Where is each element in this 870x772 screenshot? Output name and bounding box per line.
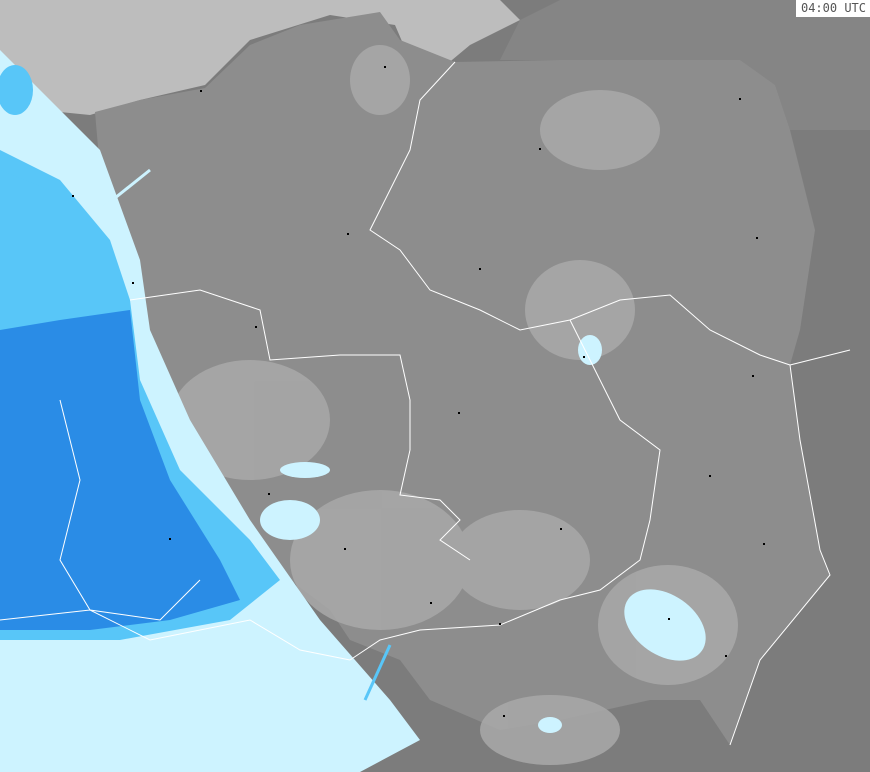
borders — [0, 61, 851, 746]
radar-artifact — [363, 644, 392, 701]
radar-artifact — [99, 168, 151, 212]
city-markers — [72, 66, 765, 717]
timestamp-label: 04:00 UTC — [795, 0, 870, 17]
baltic-sea — [0, 0, 520, 115]
precipitation — [0, 50, 706, 772]
